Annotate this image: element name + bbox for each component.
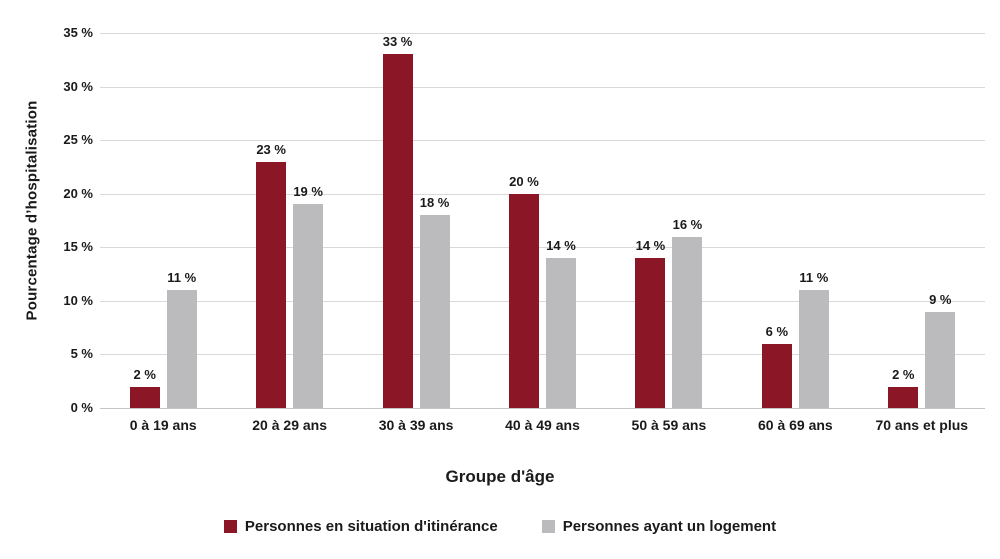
y-tick-label: 0 % <box>70 400 93 415</box>
y-tick-label: 5 % <box>70 346 93 362</box>
legend-swatch-icon <box>541 520 555 533</box>
y-tick-label: 30 % <box>63 78 93 94</box>
x-category-label: 70 ans et plus <box>875 417 969 433</box>
bar-itinerance <box>509 193 539 408</box>
bar-value-label: 16 % <box>672 216 703 232</box>
x-axis-title: Groupe d'âge <box>445 467 555 486</box>
gridline-30 <box>100 86 985 88</box>
y-tick-label: 35 % <box>63 25 93 40</box>
bar-itinerance <box>256 161 287 408</box>
y-tick-label: 20 % <box>63 185 93 201</box>
legend-item-label: Personnes en situation d'itinérance <box>244 518 498 535</box>
x-category-label: 60 à 69 ans <box>757 417 833 433</box>
bar-logement <box>672 236 703 408</box>
bar-logement <box>925 311 956 408</box>
legend-swatch-icon <box>223 520 237 533</box>
x-category-label: 50 à 59 ans <box>631 417 707 433</box>
bar-value-label: 20 % <box>509 173 539 189</box>
gridline-10 <box>100 300 985 302</box>
bar-logement <box>419 215 450 408</box>
bar-itinerance <box>888 386 919 408</box>
bar-value-label: 6 % <box>765 323 789 339</box>
legend: Personnes en situation d'itinérance Perso… <box>0 518 1000 535</box>
bar-logement <box>546 258 576 408</box>
bar-logement <box>798 290 829 408</box>
bar-logement <box>166 290 197 408</box>
bar-itinerance <box>761 343 792 408</box>
bar-logement <box>293 204 324 408</box>
legend-item-logement: Personnes ayant un logement <box>541 518 777 535</box>
legend-item-itinerance: Personnes en situation d'itinérance <box>223 518 498 535</box>
gridline-35 <box>100 33 985 34</box>
bar-itinerance <box>635 258 666 408</box>
x-category-label: 30 à 39 ans <box>378 417 454 433</box>
y-tick-label: 25 % <box>63 132 93 148</box>
gridline-5 <box>100 354 985 356</box>
gridline-0 <box>100 408 985 409</box>
bar-value-label: 14 % <box>635 238 666 253</box>
bar-value-label: 23 % <box>256 141 286 157</box>
x-category-label: 40 à 49 ans <box>505 417 580 433</box>
y-tick-label: 10 % <box>63 292 93 308</box>
bar-value-label: 9 % <box>929 291 952 307</box>
gridline-20 <box>100 193 985 195</box>
legend-item-label: Personnes ayant un logement <box>562 518 777 535</box>
bar-value-label: 33 % <box>382 34 413 50</box>
bar-value-label: 11 % <box>799 270 829 286</box>
y-tick-label: 15 % <box>63 239 93 255</box>
bar-itinerance <box>382 54 413 408</box>
x-category-label: 20 à 29 ans <box>252 417 327 433</box>
bar-value-label: 19 % <box>293 184 323 200</box>
bar-value-label: 14 % <box>546 238 576 253</box>
bar-value-label: 18 % <box>419 195 450 211</box>
bar-value-label: 2 % <box>892 366 915 382</box>
gridline-25 <box>100 140 985 142</box>
bar-itinerance <box>129 386 160 408</box>
x-category-label: 0 à 19 ans <box>129 417 197 433</box>
gridline-15 <box>100 247 985 249</box>
bar-value-label: 2 % <box>133 366 156 382</box>
bar-value-label: 11 % <box>167 270 197 286</box>
